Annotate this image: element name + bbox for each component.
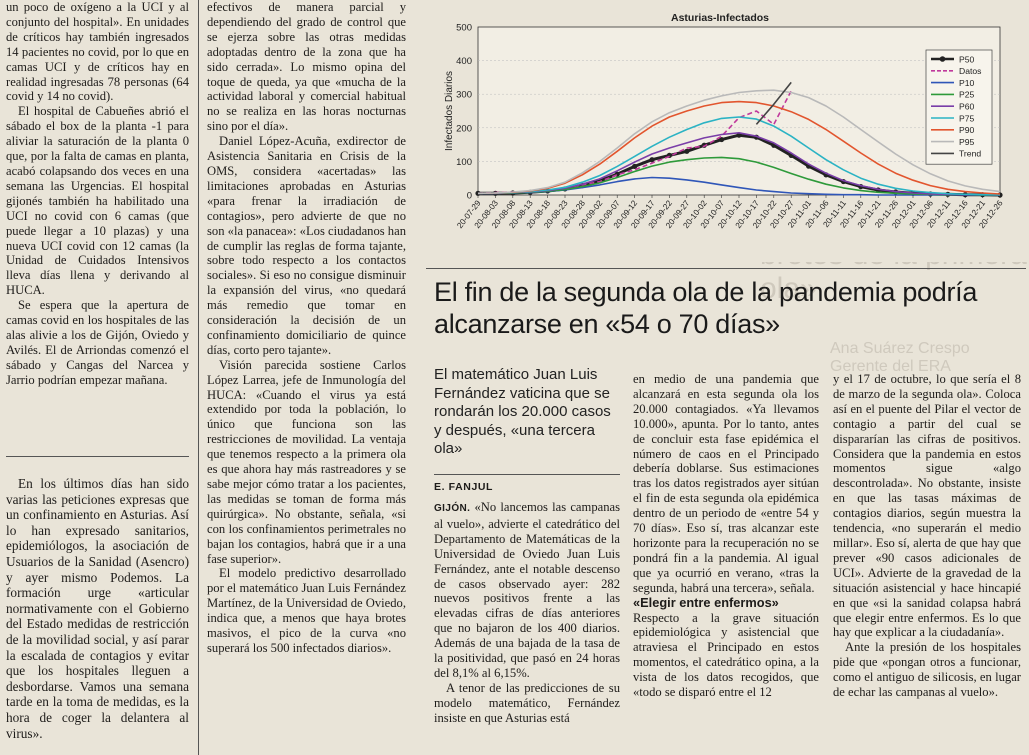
p50-point bbox=[649, 157, 655, 163]
byline-rule bbox=[434, 474, 620, 475]
p50-point bbox=[684, 148, 690, 154]
article-col3-para-2: Ante la presión de los hospitales pide q… bbox=[833, 640, 1021, 700]
legend-marker-p50 bbox=[939, 56, 946, 62]
series-line-p60 bbox=[478, 132, 1001, 196]
p50-point bbox=[736, 132, 742, 138]
column-divider-1 bbox=[198, 0, 199, 755]
legend-entry: P90 bbox=[959, 125, 975, 135]
legend-entry: P75 bbox=[959, 113, 975, 123]
series-line-p75 bbox=[477, 116, 1000, 196]
legend-entry: Datos bbox=[959, 66, 981, 76]
article-lead: El matemático Juan Luis Fernández vatici… bbox=[434, 366, 611, 457]
series-line-p95 bbox=[477, 89, 1001, 195]
article-col-1: GIJÓN. «No lancemos las campanas al vuel… bbox=[434, 500, 620, 726]
article-col1-para-1-text: «No lancemos las campanas al vuelo», adv… bbox=[434, 500, 620, 680]
article-col2-para-2: Respecto a la grave situación epidemioló… bbox=[633, 610, 819, 700]
y-tick-label: 100 bbox=[456, 157, 472, 168]
legend-entry: Trend bbox=[959, 149, 981, 159]
series-line-p90 bbox=[477, 100, 1001, 195]
series-line-p25 bbox=[478, 156, 1000, 196]
y-tick-label: 300 bbox=[456, 90, 472, 101]
chart-y-axis-label: Infectados Diarios bbox=[444, 71, 455, 151]
left-para-2: El hospital de Cabueñes abrió el sábado … bbox=[6, 104, 189, 298]
mid-para-3: Visión parecida sostiene Carlos López La… bbox=[207, 357, 406, 566]
left-para-bottom: En los últimos días han sido varias las … bbox=[6, 476, 189, 741]
article-col1-para-1: GIJÓN. «No lancemos las campanas al vuel… bbox=[434, 500, 620, 681]
left-column-bottom: En los últimos días han sido varias las … bbox=[6, 476, 189, 741]
mid-para-2: Daniel López-Acuña, exdirector de Asiste… bbox=[207, 134, 406, 357]
article-col3-para-1: y el 17 de octubre, lo que sería el 8 de… bbox=[833, 372, 1021, 640]
left-column-top: un poco de oxígeno a la UCI y al conjunt… bbox=[6, 0, 189, 388]
article-headline: El fin de la segunda ola de la pandemia … bbox=[434, 277, 978, 339]
middle-column: efectivos de manera parcial y dependiend… bbox=[207, 0, 406, 656]
mid-para-4: El modelo predictivo desarrollado por el… bbox=[207, 566, 406, 655]
article-col-2: en medio de una pandemia que alcanzará e… bbox=[633, 372, 819, 700]
plot-area bbox=[477, 26, 1001, 196]
p50-point bbox=[632, 163, 638, 170]
infections-chart: Asturias-Infectados Infectados Diarios 0… bbox=[420, 0, 1029, 262]
article-col-3: y el 17 de octubre, lo que sería el 8 de… bbox=[833, 372, 1021, 700]
legend-entry: P10 bbox=[959, 78, 975, 88]
y-tick-label: 500 bbox=[456, 23, 472, 34]
y-tick-label: 200 bbox=[456, 123, 472, 134]
article-col1-para-2: A tenor de las predicciones de su modelo… bbox=[434, 680, 620, 725]
legend-entry: P50 bbox=[959, 54, 975, 64]
y-tick-label: 400 bbox=[456, 56, 472, 67]
left-para-3: Se espera que la apertura de camas covid… bbox=[6, 298, 189, 387]
legend-entry: P25 bbox=[959, 90, 975, 100]
left-column-rule bbox=[6, 456, 189, 457]
article-col2-para-1: en medio de una pandemia que alcanzará e… bbox=[633, 372, 819, 595]
article-byline: E. FANJUL bbox=[434, 481, 494, 493]
chart-title: Asturias-Infectados bbox=[671, 12, 769, 24]
legend-entry: P95 bbox=[959, 137, 975, 147]
legend-entry: P60 bbox=[959, 102, 975, 112]
series-line-trend bbox=[755, 81, 792, 125]
article-top-rule bbox=[426, 268, 1026, 269]
article-subhead: «Elegir entre enfermos» bbox=[633, 594, 779, 610]
p50-point bbox=[719, 136, 725, 143]
y-tick-label: 0 bbox=[467, 191, 472, 202]
left-para-1: un poco de oxígeno a la UCI y al conjunt… bbox=[6, 0, 189, 104]
article-city: GIJÓN. bbox=[434, 503, 471, 514]
show-through-line-3: Ana Suárez Crespo Gerente del ERA bbox=[830, 340, 970, 375]
legend-box bbox=[925, 49, 993, 165]
mid-para-1: efectivos de manera parcial y dependiend… bbox=[207, 0, 406, 134]
